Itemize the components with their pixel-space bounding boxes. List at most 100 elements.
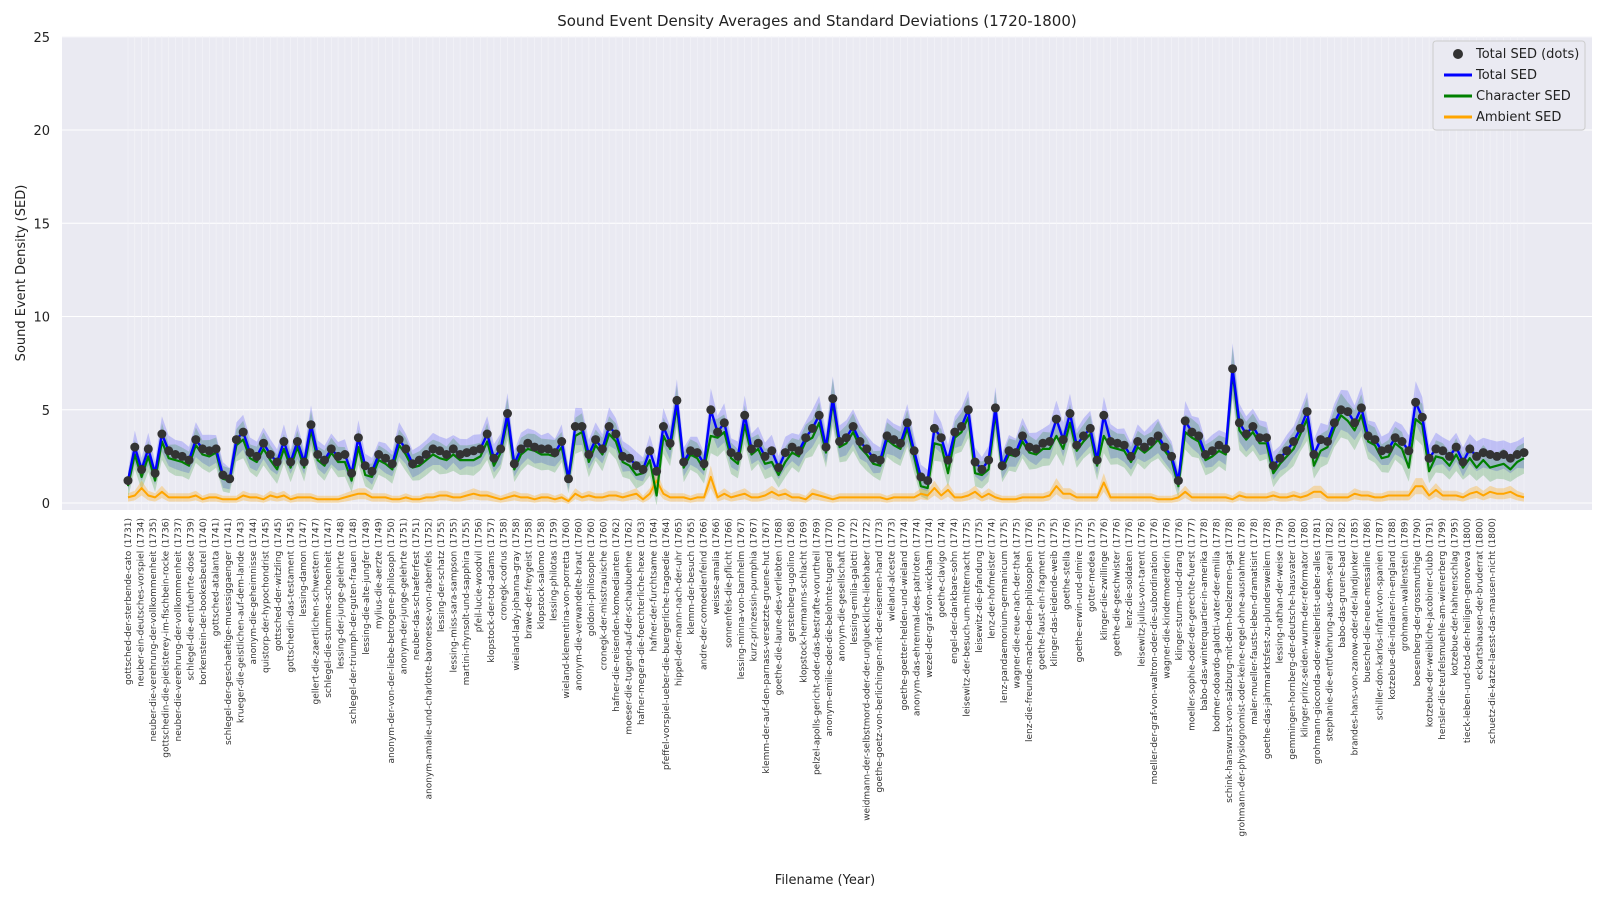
total-sed-dot	[1363, 431, 1373, 441]
total-sed-dot	[550, 448, 560, 458]
total-sed-dot	[841, 433, 851, 443]
y-tick-label: 25	[33, 31, 50, 46]
total-sed-dot	[977, 464, 987, 474]
total-sed-dot	[631, 461, 641, 471]
total-sed-dot	[672, 395, 682, 405]
x-tick-label: gottsched-atalanta (1741)	[212, 518, 222, 636]
x-tick-label: moeser-die-tugend-auf-der-schaubuehne (1…	[625, 518, 635, 735]
total-sed-dot	[259, 438, 268, 448]
x-tick-label: goethe-erwin-und-elmire (1775)	[1075, 518, 1085, 662]
y-tick-label: 5	[42, 404, 50, 419]
total-sed-dot	[1058, 435, 1068, 445]
total-sed-dot	[157, 429, 167, 439]
x-tick-label: lenz-der-hofmeister (1774)	[987, 518, 997, 639]
total-sed-dot	[1492, 451, 1502, 461]
total-sed-dot	[238, 427, 248, 437]
x-tick-label: babo-das-winterquartier-in-amerika (1778…	[1200, 518, 1210, 711]
total-sed-dot	[1255, 433, 1265, 443]
total-sed-dot	[503, 409, 512, 418]
total-sed-dot	[1370, 435, 1380, 445]
x-tick-label: gottsched-der-witzling (1745)	[274, 518, 284, 651]
total-sed-dot	[1112, 438, 1122, 448]
total-sed-dot	[1316, 435, 1326, 445]
x-tick-label: eckartshausen-der-bruderrat (1800)	[1476, 518, 1486, 680]
total-sed-dot	[1221, 444, 1231, 454]
total-sed-dot	[896, 438, 905, 448]
total-sed-dot	[577, 422, 587, 431]
total-sed-dot	[740, 410, 750, 420]
x-tick-label: neuber-die-verehrung-der-vollkommenheit …	[174, 518, 184, 741]
total-sed-dot	[1140, 442, 1149, 452]
x-tick-label: hippel-der-mann-nach-der-uhr (1765)	[675, 518, 685, 686]
total-sed-dot	[462, 448, 472, 458]
total-sed-dot	[523, 438, 533, 448]
total-sed-dot	[916, 472, 926, 482]
total-sed-dot	[868, 453, 878, 463]
x-tick-label: gerstenberg-ugolino (1768)	[787, 518, 797, 642]
x-tick-label: hafner-der-furchtsame (1764)	[650, 518, 660, 651]
total-sed-dot	[272, 457, 282, 467]
x-tick-label: krueger-die-geistlichen-auf-dem-lande (1…	[237, 518, 247, 723]
total-sed-dot	[184, 455, 194, 465]
total-sed-dot	[726, 448, 736, 458]
total-sed-dot	[401, 444, 411, 454]
total-sed-dot	[374, 450, 384, 459]
total-sed-dot	[1275, 453, 1285, 463]
total-sed-dot	[170, 450, 180, 459]
x-tick-label: klemm-der-besuch (1765)	[687, 518, 697, 635]
x-tick-label: kotzebue-die-indianer-in-england (1788)	[1388, 518, 1398, 700]
total-sed-dot	[1505, 453, 1515, 463]
x-tick-label: bueschel-die-neue-messaline (1786)	[1363, 518, 1373, 683]
total-sed-dot	[923, 476, 933, 486]
total-sed-dot	[699, 459, 709, 469]
y-axis-label: Sound Event Density (SED)	[14, 185, 29, 362]
x-tick-label: bodmer-odoardo-galotti-vater-der-emilia …	[1213, 518, 1223, 732]
total-sed-dot	[442, 450, 451, 459]
total-sed-dots	[123, 364, 1529, 486]
total-sed-dot	[306, 420, 316, 430]
total-sed-dot	[679, 457, 689, 467]
legend-dot-marker	[1453, 49, 1463, 59]
total-sed-dot	[516, 444, 526, 454]
total-sed-dot	[611, 429, 621, 439]
total-sed-dot	[1397, 437, 1407, 446]
total-sed-dot	[1241, 429, 1251, 439]
total-sed-dot	[292, 437, 302, 446]
x-tick-label: lessing-damon (1747)	[299, 518, 309, 617]
total-sed-dot	[1167, 451, 1177, 461]
total-sed-dot	[1262, 433, 1271, 443]
total-sed-dot	[1207, 446, 1217, 456]
total-sed-dot	[564, 474, 573, 484]
total-sed-dot	[814, 410, 824, 420]
x-tick-label: anonym-emilie-oder-die-belohnte-tugend (…	[825, 518, 835, 736]
total-sed-dot	[902, 418, 912, 428]
total-sed-dot	[597, 444, 607, 454]
total-sed-dot	[1431, 444, 1441, 454]
total-sed-dot	[1485, 450, 1495, 459]
y-tick-label: 10	[33, 311, 50, 326]
x-tick-label: quistorp-der-hypochondrist (1745)	[262, 518, 272, 673]
total-sed-dot	[1106, 437, 1116, 446]
x-tick-label: wagner-die-kindermoerderin (1776)	[1163, 518, 1173, 679]
total-sed-dot	[198, 444, 207, 454]
x-tick-label: gotter-medea (1775)	[1088, 518, 1098, 612]
x-tick-label: lenz-die-freunde-machen-den-philosophen …	[1025, 518, 1035, 742]
x-tick-label: pfeffel-vorspiel-ueber-die-buergerliche-…	[662, 518, 672, 770]
x-tick-label: schlegel-der-geschaeftige-muessiggaenger…	[224, 518, 234, 745]
total-sed-dot	[658, 422, 668, 431]
x-tick-label: wieland-klementina-von-porretta (1760)	[562, 518, 572, 699]
total-sed-dot	[1160, 442, 1170, 452]
total-sed-dot	[313, 450, 323, 459]
x-tick-label: gellert-die-zaertlichen-schwestern (1747…	[312, 518, 322, 704]
total-sed-dot	[1404, 446, 1414, 456]
total-sed-dot	[1187, 427, 1197, 437]
x-tick-label: anonym-die-verwandelte-braut (1760)	[575, 518, 585, 691]
x-tick-label: goethe-stella (1776)	[1063, 518, 1073, 610]
x-tick-label: klopstock-der-tod-adams (1757)	[487, 518, 497, 663]
x-tick-label: goldoni-philosophe (1760)	[587, 518, 597, 636]
total-sed-dot	[801, 433, 811, 443]
x-tick-label: wieland-lady-johanna-gray (1758)	[512, 518, 522, 671]
x-tick-label: wagner-die-reue-nach-der-that (1775)	[1013, 518, 1023, 689]
total-sed-dot	[347, 468, 357, 478]
